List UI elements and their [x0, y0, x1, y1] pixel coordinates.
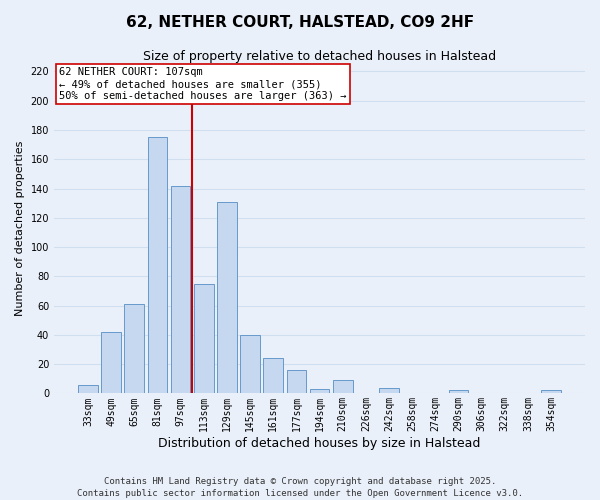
Bar	[333, 380, 353, 394]
Title: Size of property relative to detached houses in Halstead: Size of property relative to detached ho…	[143, 50, 496, 63]
Bar	[148, 138, 167, 394]
Bar	[217, 202, 237, 394]
Bar	[171, 186, 190, 394]
Bar	[124, 304, 144, 394]
Bar	[541, 390, 561, 394]
Bar	[379, 388, 399, 394]
Text: 62 NETHER COURT: 107sqm
← 49% of detached houses are smaller (355)
50% of semi-d: 62 NETHER COURT: 107sqm ← 49% of detache…	[59, 68, 347, 100]
Y-axis label: Number of detached properties: Number of detached properties	[15, 141, 25, 316]
Text: Contains HM Land Registry data © Crown copyright and database right 2025.
Contai: Contains HM Land Registry data © Crown c…	[77, 476, 523, 498]
Bar	[449, 390, 468, 394]
Text: 62, NETHER COURT, HALSTEAD, CO9 2HF: 62, NETHER COURT, HALSTEAD, CO9 2HF	[126, 15, 474, 30]
Bar	[310, 389, 329, 394]
X-axis label: Distribution of detached houses by size in Halstead: Distribution of detached houses by size …	[158, 437, 481, 450]
Bar	[78, 384, 98, 394]
Bar	[194, 284, 214, 394]
Bar	[240, 335, 260, 394]
Bar	[101, 332, 121, 394]
Bar	[287, 370, 306, 394]
Bar	[263, 358, 283, 394]
